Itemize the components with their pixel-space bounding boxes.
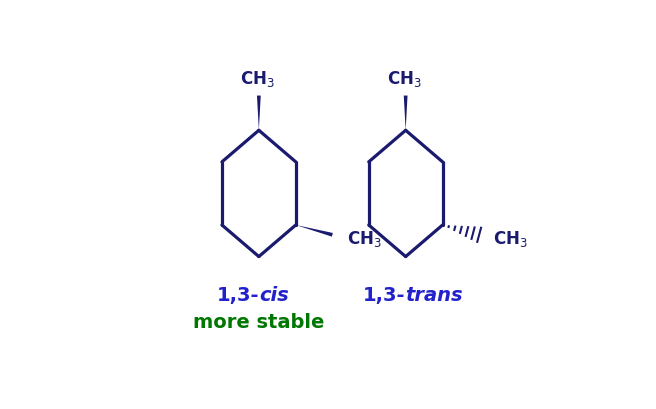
Polygon shape xyxy=(296,225,333,237)
Polygon shape xyxy=(257,97,260,131)
Text: CH$_3$: CH$_3$ xyxy=(346,228,381,248)
Text: CH$_3$: CH$_3$ xyxy=(493,228,528,248)
Text: CH$_3$: CH$_3$ xyxy=(386,69,421,89)
Text: CH$_3$: CH$_3$ xyxy=(240,69,275,89)
Polygon shape xyxy=(403,97,407,131)
Text: more stable: more stable xyxy=(193,312,325,331)
Text: 1,3-: 1,3- xyxy=(216,285,259,304)
Text: trans: trans xyxy=(405,285,463,304)
Text: 1,3-: 1,3- xyxy=(363,285,405,304)
Text: cis: cis xyxy=(259,285,289,304)
